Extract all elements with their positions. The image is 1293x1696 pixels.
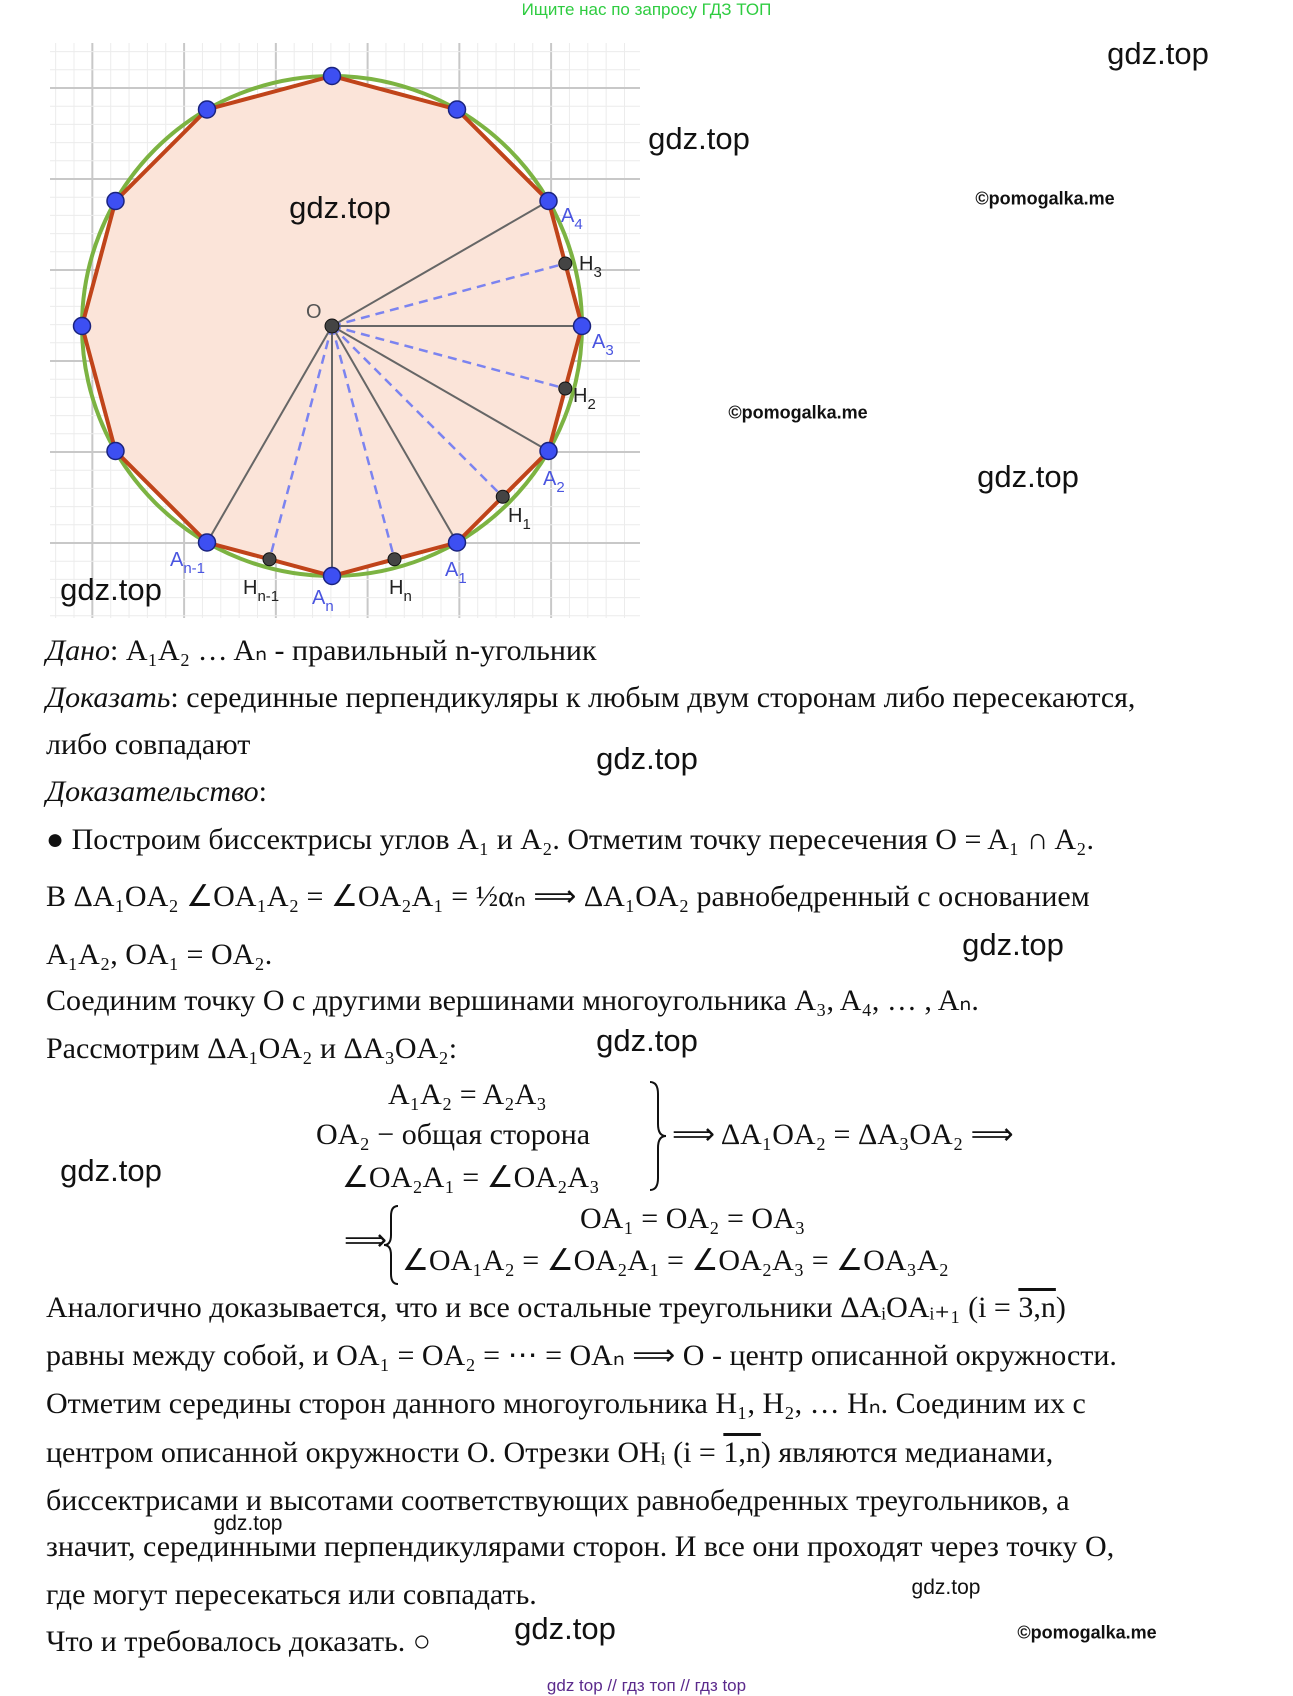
index-range: 3,n	[1018, 1291, 1056, 1324]
given-label: Дано	[46, 634, 110, 667]
l10-close: )	[1055, 1291, 1066, 1324]
vertex-point	[106, 191, 125, 211]
radius-segment	[331, 325, 550, 452]
label-An-1: An-1	[170, 549, 205, 577]
label-O: O	[306, 301, 322, 323]
watermark-gdz: gdz.top	[60, 572, 162, 607]
watermark-gdz: gdz.top	[514, 1611, 616, 1646]
radius-segment	[206, 325, 333, 544]
center-point	[324, 318, 340, 334]
watermark-gdz: gdz.top	[289, 190, 391, 225]
vertex-point	[72, 316, 92, 336]
system1-line-3: ∠OA₂A₁ = ∠OA₂A₃	[342, 1161, 600, 1194]
midpoint-point	[495, 489, 510, 504]
footer-links: gdz top // гдз топ // гдз top	[546, 1676, 747, 1695]
watermark-gdz: gdz.top	[213, 1512, 283, 1535]
proof-line-5: Рассмотрим ΔA₁OA₂ и ΔA₃OA₂:	[46, 1032, 458, 1065]
watermark-pomogalka: ©pomogalka.me	[1017, 1622, 1157, 1643]
midpoint-point	[558, 256, 573, 271]
proof-line-3: A₁A₂, OA₁ = OA₂.	[46, 938, 273, 971]
label-An: An	[312, 587, 334, 615]
proof-line-1: ● Построим биссектрисы углов A₁ и A₂. От…	[46, 823, 1094, 856]
proof-line-7: равны между собой, и OA₁ = OA₂ = ⋯ = OAₙ…	[46, 1339, 1117, 1372]
left-brace	[383, 1205, 399, 1285]
l10-text: Аналогично доказывается, что и все остал…	[46, 1291, 1019, 1324]
label-A4: A4	[561, 205, 583, 233]
label-Hn-1: Hn-1	[243, 577, 279, 605]
label-A3: A3	[592, 331, 614, 359]
header-banner: Ищите нас по запросу ГДЗ ТОП	[521, 0, 772, 19]
label-H1: H1	[508, 505, 531, 533]
apothem-dashed	[268, 325, 334, 560]
watermark-gdz: gdz.top	[962, 927, 1064, 962]
watermark-gdz: gdz.top	[911, 1576, 981, 1599]
vertex-point	[447, 533, 467, 552]
label-H3: H3	[579, 253, 602, 281]
given-text: : A₁A₂ … Aₙ - правильный n-угольник	[109, 634, 597, 667]
proof-line-4: Соединим точку O с другими вершинами мно…	[46, 984, 979, 1017]
system1-result: ⟹ ΔA₁OA₂ = ΔA₃OA₂ ⟹	[672, 1118, 1014, 1151]
system2-line-1: OA₁ = OA₂ = OA₃	[580, 1202, 806, 1235]
proof-line-11: значит, серединными перпендикулярами сто…	[46, 1530, 1115, 1563]
radius-segment	[331, 200, 550, 327]
label-A1: A1	[445, 559, 467, 587]
proof-line-2: В ΔA₁OA₂ ∠OA₁A₂ = ∠OA₂A₁ = ½αₙ ⟹ ΔA₁OA₂ …	[46, 880, 1090, 913]
right-brace	[649, 1081, 667, 1191]
prove-label: Доказать	[46, 681, 171, 714]
proof-line-9: центром описанной окружности O. Отрезки …	[46, 1436, 1053, 1470]
proof-end: Что и требовалось доказать. ○	[46, 1625, 431, 1658]
proof-colon: :	[258, 775, 267, 808]
vertex-point	[197, 100, 217, 119]
given-line: Дано: A₁A₂ … Aₙ - правильный n-угольник	[46, 634, 597, 668]
vertex-point	[447, 100, 467, 119]
watermark-gdz: gdz.top	[1107, 36, 1209, 71]
apothem-dashed	[331, 325, 504, 498]
label-Hn: Hn	[389, 577, 412, 605]
label-A2: A2	[543, 468, 565, 496]
proof-line-10: биссектрисами и высотами соответствующих…	[46, 1484, 1070, 1517]
watermark-gdz: gdz.top	[596, 1023, 698, 1058]
system1-line-2: OA₂ − общая сторона	[316, 1118, 591, 1151]
system2-line-2: ∠OA₁A₂ = ∠OA₂A₁ = ∠OA₂A₃ = ∠OA₃A₂	[402, 1244, 949, 1277]
watermark-pomogalka: ©pomogalka.me	[728, 402, 868, 423]
vertex-point	[197, 533, 217, 552]
l13-end: ) являются медианами,	[760, 1436, 1054, 1469]
watermark-pomogalka: ©pomogalka.me	[975, 188, 1115, 209]
vertex-point	[322, 566, 342, 586]
midpoint-point	[262, 552, 277, 567]
radius-segment	[331, 325, 458, 544]
geometry	[72, 66, 592, 586]
l13-text: центром описанной окружности O. Отрезки …	[46, 1436, 724, 1469]
proof-heading: Доказательство:	[46, 775, 267, 809]
proof-line-6: Аналогично доказывается, что и все остал…	[46, 1291, 1066, 1325]
midpoint-point	[387, 552, 402, 567]
prove-line: Доказать: серединные перпендикуляры к лю…	[46, 681, 1135, 715]
proof-line-12: где могут пересекаться или совпадать.	[46, 1578, 537, 1611]
vertex-point	[539, 441, 558, 461]
system1-line-1: A₁A₂ = A₂A₃	[388, 1078, 547, 1111]
vertex-point	[106, 441, 125, 461]
proof-label: Доказательство	[46, 775, 259, 808]
polygon-figure: O A4 H3 A3 H2 A2 H1 A1 Hn An Hn-1 An-1	[50, 43, 640, 618]
apothem-dashed	[331, 324, 566, 390]
midpoint-point	[558, 381, 573, 396]
watermark-gdz: gdz.top	[60, 1153, 162, 1188]
watermark-gdz: gdz.top	[977, 459, 1079, 494]
apothem-dashed	[330, 325, 396, 560]
watermark-gdz: gdz.top	[596, 741, 698, 776]
prove-text: : серединные перпендикуляры к любым двум…	[170, 681, 1136, 714]
vertex-point	[572, 316, 592, 336]
prove-line-2: либо совпадают	[46, 728, 251, 761]
index-range-2: 1,n	[723, 1436, 761, 1469]
vertex-point	[539, 191, 558, 211]
watermark-gdz: gdz.top	[648, 121, 750, 156]
apothem-dashed	[331, 262, 566, 328]
proof-line-8: Отметим середины сторон данного многоуго…	[46, 1387, 1086, 1420]
vertex-point	[322, 66, 342, 86]
system2-arrow: ⟹	[344, 1224, 388, 1257]
label-H2: H2	[573, 385, 596, 413]
